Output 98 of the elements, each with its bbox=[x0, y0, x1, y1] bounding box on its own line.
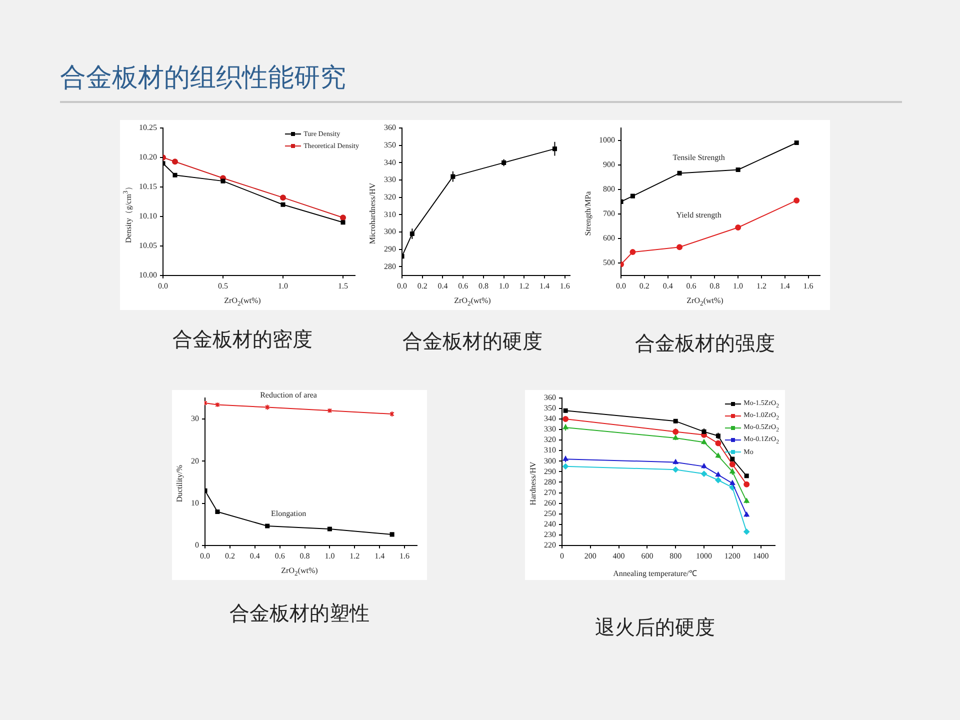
x-tick-label: 0.6 bbox=[686, 281, 696, 290]
x-tick-label: 0.6 bbox=[274, 551, 285, 560]
y-tick-label: 320 bbox=[544, 435, 556, 444]
x-tick-label: 0.8 bbox=[300, 551, 310, 560]
x-tick-label: 0.6 bbox=[458, 281, 468, 290]
y-tick-label: 700 bbox=[603, 209, 615, 218]
y-tick-label: 600 bbox=[603, 234, 615, 243]
series-label: Elongation bbox=[270, 509, 306, 518]
y-tick-label: 10.20 bbox=[139, 152, 157, 162]
y-axis-title: Hardness/HV bbox=[528, 461, 538, 505]
x-tick-label: 1.4 bbox=[374, 551, 385, 560]
x-tick-label: 0.8 bbox=[478, 281, 488, 290]
x-tick-label: 1.4 bbox=[780, 281, 790, 290]
y-tick-label: 500 bbox=[603, 258, 615, 268]
x-tick-label: 1.0 bbox=[324, 551, 335, 560]
x-tick-label: 0.8 bbox=[710, 281, 720, 290]
text: 合金板材的强度 bbox=[635, 331, 775, 355]
y-tick-label: 330 bbox=[544, 424, 556, 434]
y-tick-label: 270 bbox=[544, 488, 556, 497]
text: 合金板材的硬度 bbox=[402, 328, 544, 355]
y-tick-label: 310 bbox=[544, 446, 556, 455]
y-tick-label: 0 bbox=[195, 540, 199, 550]
text: 合金板材的组织性能研究 bbox=[60, 62, 347, 95]
y-tick-label: 250 bbox=[544, 508, 556, 518]
y-tick-label: 20 bbox=[191, 456, 199, 466]
y-tick-label: 10.00 bbox=[139, 270, 157, 280]
y-tick-label: 10.05 bbox=[139, 241, 157, 250]
y-tick-label: 280 bbox=[544, 477, 556, 486]
y-tick-label: 300 bbox=[544, 456, 556, 466]
x-tick-label: 0.5 bbox=[218, 281, 228, 290]
x-tick-label: 800 bbox=[670, 551, 682, 560]
y-tick-label: 800 bbox=[603, 184, 615, 194]
x-tick-label: 200 bbox=[584, 551, 596, 560]
x-tick-label: 1.0 bbox=[498, 281, 509, 290]
x-tick-label: 1400 bbox=[752, 551, 769, 560]
x-tick-label: 1.6 bbox=[560, 281, 570, 290]
x-tick-label: 0.0 bbox=[397, 281, 407, 290]
text: 合金板材的塑性 bbox=[228, 600, 370, 627]
x-tick-label: 400 bbox=[612, 551, 625, 560]
x-tick-label: 0.0 bbox=[200, 551, 210, 560]
x-tick-label: 0.2 bbox=[224, 551, 235, 560]
x-axis-title: ZrO$_{2}$(wt%) bbox=[686, 296, 724, 308]
x-tick-label: 0.0 bbox=[158, 281, 168, 290]
y-tick-label: 30 bbox=[191, 414, 199, 424]
x-tick-label: 0.2 bbox=[417, 281, 428, 290]
x-tick-label: 1.2 bbox=[350, 551, 360, 560]
x-axis-title: ZrO$_{2}$(wt%) bbox=[280, 566, 319, 578]
x-tick-label: 1000 bbox=[696, 551, 712, 560]
y-tick-label: 900 bbox=[603, 160, 615, 169]
x-tick-label: 1.0 bbox=[733, 281, 744, 290]
y-tick-label: 360 bbox=[544, 393, 556, 402]
x-axis-title: Annealing temperature/℃ bbox=[612, 568, 698, 578]
y-tick-label: 10.25 bbox=[139, 123, 157, 132]
y-axis-title: Ductility/% bbox=[176, 464, 185, 502]
y-tick-label: 10.15 bbox=[139, 182, 157, 192]
x-axis-title: ZrO$_{2}$(wt%) bbox=[453, 296, 492, 308]
series-label: Tensile Strength bbox=[672, 152, 725, 162]
series-label: Yield strength bbox=[676, 210, 722, 220]
x-tick-label: 1.0 bbox=[278, 281, 288, 290]
y-tick-label: 280 bbox=[384, 262, 396, 271]
y-tick-label: 300 bbox=[384, 227, 396, 236]
y-axis-title: Strength/MPa bbox=[584, 190, 593, 236]
y-tick-label: 240 bbox=[544, 519, 556, 528]
y-tick-label: 310 bbox=[384, 210, 396, 219]
x-tick-label: 600 bbox=[641, 551, 654, 560]
x-tick-label: 0.2 bbox=[639, 281, 650, 290]
y-axis-title: Microhardness/HV bbox=[368, 182, 378, 244]
x-tick-label: 0.4 bbox=[662, 281, 673, 290]
y-tick-label: 340 bbox=[384, 158, 396, 167]
series-label: Reduction of area bbox=[260, 390, 318, 400]
y-tick-label: 290 bbox=[544, 466, 556, 476]
y-tick-label: 350 bbox=[544, 404, 556, 413]
x-tick-label: 1.2 bbox=[756, 281, 766, 290]
x-tick-label: 1.4 bbox=[540, 281, 550, 290]
x-tick-label: 1.5 bbox=[338, 281, 348, 290]
y-tick-label: 260 bbox=[544, 498, 556, 508]
y-tick-label: 10.10 bbox=[139, 212, 157, 221]
x-tick-label: 0 bbox=[560, 551, 564, 560]
y-tick-label: 290 bbox=[384, 244, 396, 254]
x-tick-label: 0.4 bbox=[250, 551, 260, 560]
x-tick-label: 0.0 bbox=[616, 281, 626, 290]
x-tick-label: 1.6 bbox=[803, 281, 814, 290]
x-axis-title: ZrO$_{2}$(wt%) bbox=[223, 296, 262, 308]
x-tick-label: 1.6 bbox=[400, 551, 410, 560]
text: 退火后的硬度 bbox=[594, 614, 716, 641]
y-tick-label: 340 bbox=[544, 414, 556, 424]
y-tick-label: 360 bbox=[384, 123, 396, 132]
y-tick-label: 10 bbox=[191, 498, 199, 508]
y-tick-label: 350 bbox=[384, 140, 396, 150]
y-tick-label: 230 bbox=[544, 530, 556, 539]
x-tick-label: 1.2 bbox=[519, 281, 530, 290]
text: 合金板材的密度 bbox=[172, 327, 312, 351]
y-tick-label: 330 bbox=[384, 175, 396, 184]
x-tick-label: 1200 bbox=[724, 551, 740, 560]
y-tick-label: 320 bbox=[384, 192, 396, 202]
y-tick-label: 1000 bbox=[599, 135, 615, 144]
x-tick-label: 0.4 bbox=[438, 281, 448, 290]
y-tick-label: 220 bbox=[544, 540, 556, 550]
